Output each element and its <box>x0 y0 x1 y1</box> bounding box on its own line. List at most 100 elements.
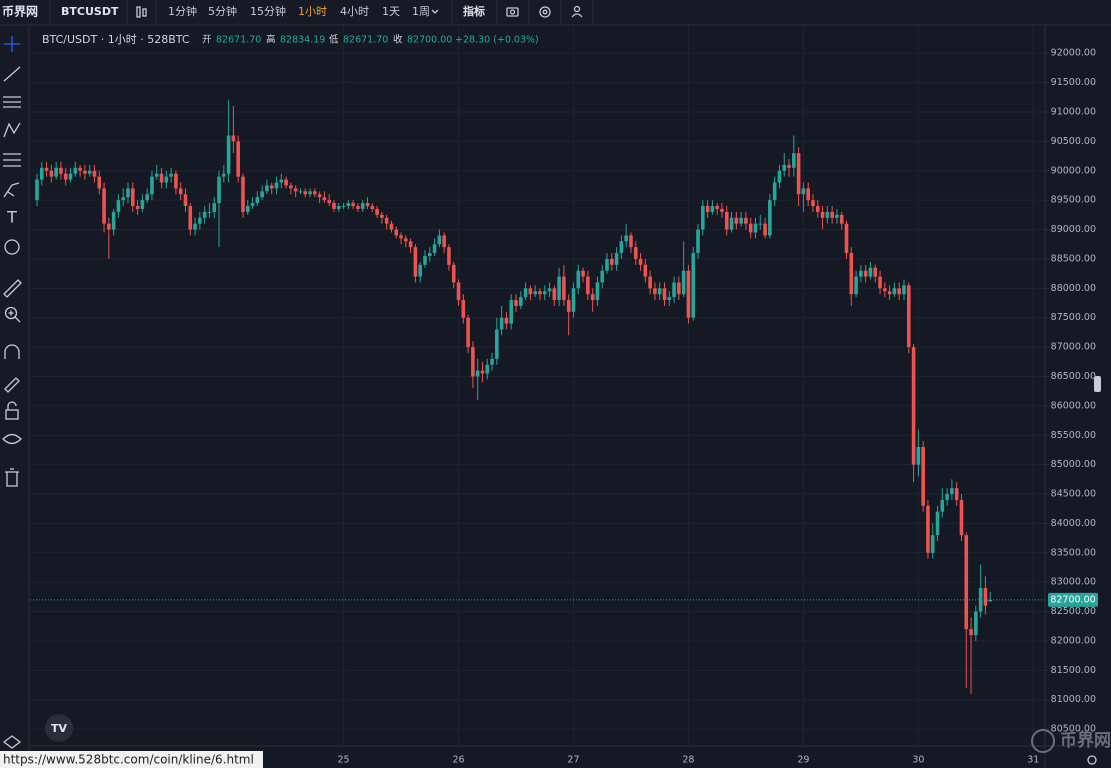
candle-body <box>145 194 149 201</box>
candle-body <box>849 253 854 295</box>
candle-body <box>289 185 293 189</box>
legend-open: 82671.70 <box>216 35 261 46</box>
candle-body <box>667 297 672 301</box>
candle-body <box>801 188 806 195</box>
candle-body <box>303 191 308 195</box>
candle-body <box>983 588 988 606</box>
candle-body <box>255 197 260 204</box>
x-tick-label: 28 <box>682 755 694 766</box>
interval-button[interactable]: 1天 <box>382 5 400 18</box>
lock-tool[interactable] <box>5 401 19 420</box>
interval-button[interactable]: 1周 <box>412 5 430 18</box>
candle-body <box>643 264 648 277</box>
account-button[interactable] <box>571 5 583 18</box>
candle-body <box>772 182 777 201</box>
fib-tool[interactable] <box>3 96 21 108</box>
axis-settings[interactable] <box>1087 755 1097 765</box>
y-tick-label: 80500.00 <box>1051 724 1096 735</box>
candle-body <box>346 203 351 207</box>
candle-body <box>451 264 456 283</box>
brush-tool[interactable] <box>3 182 20 198</box>
indicators-button[interactable]: 指标 <box>463 4 485 18</box>
interval-button[interactable]: 4小时 <box>340 5 369 18</box>
candle-body <box>787 164 791 168</box>
candle-body <box>839 214 844 224</box>
candle-body <box>662 288 667 301</box>
candle-body <box>471 347 475 377</box>
logo[interactable]: 币界网 <box>2 4 38 19</box>
candle-body <box>68 173 73 180</box>
visibility-tool[interactable] <box>2 433 22 445</box>
candle-body <box>418 264 422 277</box>
candle-body <box>624 235 628 242</box>
candle-body <box>677 282 681 295</box>
candle-body <box>384 217 389 224</box>
candle-body <box>480 370 485 374</box>
magnet-tool[interactable] <box>4 344 20 359</box>
candle-body <box>715 206 719 209</box>
scroll-handle[interactable] <box>1094 376 1101 392</box>
interval-button[interactable]: 15分钟 <box>250 4 286 18</box>
trend-line-tool[interactable] <box>3 66 21 82</box>
y-tick-label: 81500.00 <box>1051 665 1096 676</box>
interval-button[interactable]: 1分钟 <box>168 4 197 18</box>
crosshair-tool[interactable] <box>4 36 20 52</box>
prediction-tool[interactable] <box>3 153 21 167</box>
candle-body <box>950 488 954 495</box>
candle-body <box>610 258 614 265</box>
candle-body <box>792 153 796 168</box>
candle-body <box>518 297 523 306</box>
chart-type-button[interactable] <box>136 6 147 18</box>
layers-tool[interactable] <box>2 735 22 749</box>
dropdown-arrow[interactable] <box>431 9 439 14</box>
delete-tool[interactable] <box>5 468 19 487</box>
candle-body <box>437 235 442 245</box>
text-tool-icon[interactable]: T <box>6 208 17 227</box>
candle-body <box>935 511 940 536</box>
y-tick-label: 89500.00 <box>1051 195 1096 206</box>
symbol[interactable]: BTCUSDT <box>61 5 119 18</box>
interval-button[interactable]: 5分钟 <box>208 4 237 18</box>
candle-body <box>241 176 245 212</box>
y-tick-label: 87500.00 <box>1051 312 1096 323</box>
candle-body <box>222 173 226 177</box>
candle-body <box>408 241 413 248</box>
candle-body <box>317 194 322 198</box>
candle-body <box>423 255 427 265</box>
candle-body <box>245 206 250 212</box>
candle-body <box>930 535 935 553</box>
candle-body <box>380 214 384 218</box>
ruler-tool[interactable] <box>3 279 22 298</box>
candle-body <box>878 276 882 289</box>
interval-button[interactable]: 1小时 <box>298 5 327 18</box>
candle-body <box>921 447 925 506</box>
candle-body <box>54 167 58 177</box>
candle-body <box>744 217 748 224</box>
top-bar <box>0 0 1111 25</box>
candle-body <box>590 294 595 301</box>
settings-button[interactable] <box>539 6 551 18</box>
candle-body <box>964 535 969 630</box>
candle-body <box>274 182 279 189</box>
candle-body <box>116 200 121 212</box>
tv-logo[interactable]: TV <box>45 714 73 742</box>
candle-body <box>576 270 581 289</box>
candle-body <box>174 173 178 189</box>
candle-body <box>284 179 288 186</box>
lock-draw-tool[interactable] <box>4 377 20 393</box>
candle-body <box>873 267 878 277</box>
candle-body <box>293 188 298 192</box>
candle-body <box>734 217 739 224</box>
candle-body <box>231 135 236 142</box>
screenshot-button[interactable] <box>506 7 519 17</box>
candle-body <box>308 191 312 195</box>
y-tick-label: 84500.00 <box>1051 489 1096 500</box>
candle-body <box>456 282 461 301</box>
candle-body <box>705 206 710 212</box>
emoji-tool[interactable] <box>4 239 20 255</box>
pattern-tool[interactable] <box>3 122 21 138</box>
zoom-tool[interactable] <box>4 306 21 323</box>
candle-body <box>461 300 466 318</box>
